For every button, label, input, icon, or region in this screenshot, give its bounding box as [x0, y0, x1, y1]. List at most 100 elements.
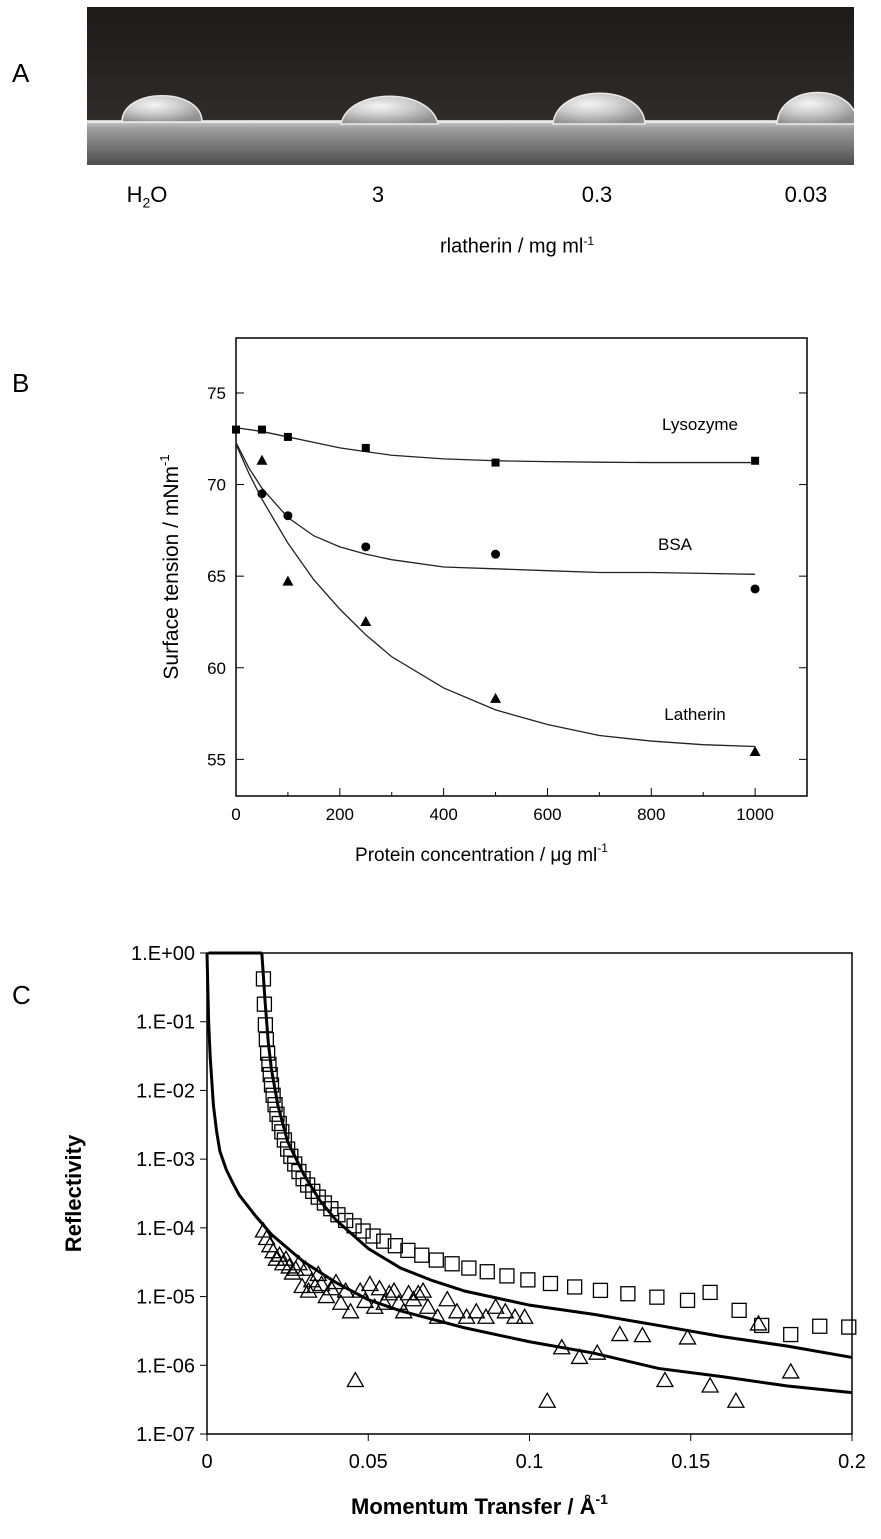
data-point-square	[262, 1066, 278, 1083]
data-point-triangle	[409, 1284, 428, 1301]
data-point-square	[444, 1256, 460, 1272]
data-point-square	[283, 1148, 299, 1164]
data-point-lysozyme	[283, 432, 292, 441]
data-point-triangle	[299, 1281, 318, 1298]
data-point-triangle	[380, 1284, 399, 1301]
data-point-square	[400, 1242, 416, 1259]
data-point-triangle	[515, 1307, 534, 1324]
data-point-square	[592, 1282, 609, 1299]
y-tick-label: 1.E-02	[136, 1080, 195, 1102]
data-point-square	[520, 1272, 536, 1288]
data-point-triangle	[633, 1326, 652, 1343]
data-point-square	[376, 1233, 392, 1249]
plot-frame	[235, 337, 808, 797]
drop-label-0-03: 0.03	[784, 182, 828, 207]
x-tick-label: 200	[326, 805, 354, 824]
y-tick-label: 1.E-04	[136, 1218, 195, 1240]
data-point-square	[269, 1106, 285, 1122]
data-point-square	[261, 1056, 277, 1072]
y-tick-label: 1.E-07	[136, 1424, 195, 1446]
data-point-square	[365, 1228, 381, 1244]
data-point-triangle	[267, 1249, 286, 1266]
data-point-triangle	[384, 1281, 404, 1298]
x-tick-label: 0	[201, 1451, 212, 1473]
data-point-triangle	[749, 1314, 768, 1331]
data-point-square	[276, 1132, 293, 1148]
data-point-triangle	[317, 1287, 336, 1304]
data-point-triangle	[438, 1290, 457, 1307]
data-point-triangle	[505, 1307, 525, 1324]
data-point-square	[338, 1212, 354, 1229]
annotation-bsa: BSA	[658, 535, 693, 554]
surface-tension-chart: 0 200 400 600 800 1000 55 60 65 70 75 Lysozyme BSA La…	[157, 337, 808, 866]
data-point-triangle	[312, 1275, 331, 1292]
data-point-triangle	[700, 1376, 720, 1393]
data-point-square	[274, 1124, 290, 1140]
data-point-triangle	[588, 1343, 607, 1360]
data-point-square	[256, 996, 273, 1012]
data-point-square	[620, 1286, 636, 1302]
drop-label-0-3: 0.3	[581, 182, 613, 207]
data-point-triangle	[413, 1281, 433, 1298]
data-point-square	[841, 1319, 857, 1335]
annotation-latherin: Latherin	[664, 705, 725, 724]
y-tick-label: 1.E-01	[136, 1012, 195, 1034]
data-point-triangle	[360, 1275, 379, 1292]
data-point-square	[461, 1260, 477, 1276]
data-point-triangle	[331, 1293, 350, 1310]
data-point-square	[299, 1177, 316, 1193]
data-point-square	[265, 1087, 281, 1103]
data-point-triangle	[552, 1338, 571, 1355]
x-tick-label: 600	[533, 805, 561, 824]
y-tick-label: 60	[207, 659, 226, 678]
y-tick-label: 1.E-05	[136, 1287, 195, 1309]
data-point-square	[255, 971, 272, 987]
data-point-square	[263, 1077, 280, 1093]
data-point-triangle	[389, 1293, 409, 1310]
data-point-triangle	[394, 1302, 413, 1319]
data-point-square	[542, 1275, 559, 1292]
y-tick-label: 70	[207, 476, 226, 495]
droplet-0-03	[776, 91, 854, 125]
data-point-lysozyme	[361, 443, 370, 452]
data-point-square	[267, 1097, 283, 1113]
data-point-triangle	[296, 1259, 315, 1276]
data-point-triangle	[678, 1328, 697, 1345]
data-point-triangle	[570, 1348, 589, 1365]
data-point-triangle	[336, 1281, 355, 1298]
panel-a-letter: A	[12, 58, 30, 88]
droplet-0-3	[552, 92, 646, 125]
data-point-triangle	[355, 1292, 375, 1309]
data-point-triangle	[457, 1307, 476, 1324]
data-point-square	[387, 1238, 403, 1254]
data-point-lysozyme	[491, 458, 500, 467]
data-point-lysozyme	[232, 425, 240, 434]
annotation-lysozyme: Lysozyme	[662, 415, 738, 434]
data-point-square	[428, 1252, 444, 1268]
data-point-triangle	[538, 1391, 557, 1408]
data-point-triangle	[283, 1263, 302, 1280]
data-point-triangle	[496, 1302, 515, 1319]
data-point-triangle	[370, 1279, 389, 1296]
data-point-triangle	[341, 1302, 360, 1319]
data-point-latherin	[282, 575, 294, 586]
data-point-square	[257, 1017, 274, 1033]
data-point-triangle	[726, 1391, 746, 1408]
data-point-triangle	[346, 1371, 365, 1388]
data-point-square	[305, 1183, 321, 1199]
data-point-triangle	[326, 1273, 346, 1290]
data-point-triangle	[467, 1302, 486, 1319]
data-point-bsa	[750, 584, 760, 594]
data-point-triangle	[781, 1362, 800, 1379]
data-point-square	[259, 1045, 276, 1061]
data-point-square	[479, 1264, 495, 1280]
data-point-bsa	[361, 542, 371, 552]
data-point-square	[499, 1268, 515, 1284]
y-tick-label: 1.E+00	[131, 943, 195, 965]
x-tick-label: 1000	[736, 805, 774, 824]
data-point-square	[567, 1279, 583, 1295]
x-axis-label: Protein concentration / μg ml-1	[355, 841, 608, 866]
x-axis-label: Momentum Transfer / Å-1	[351, 1491, 608, 1519]
y-tick-label: 75	[207, 384, 226, 403]
fit-curve-lysozyme	[235, 427, 756, 464]
